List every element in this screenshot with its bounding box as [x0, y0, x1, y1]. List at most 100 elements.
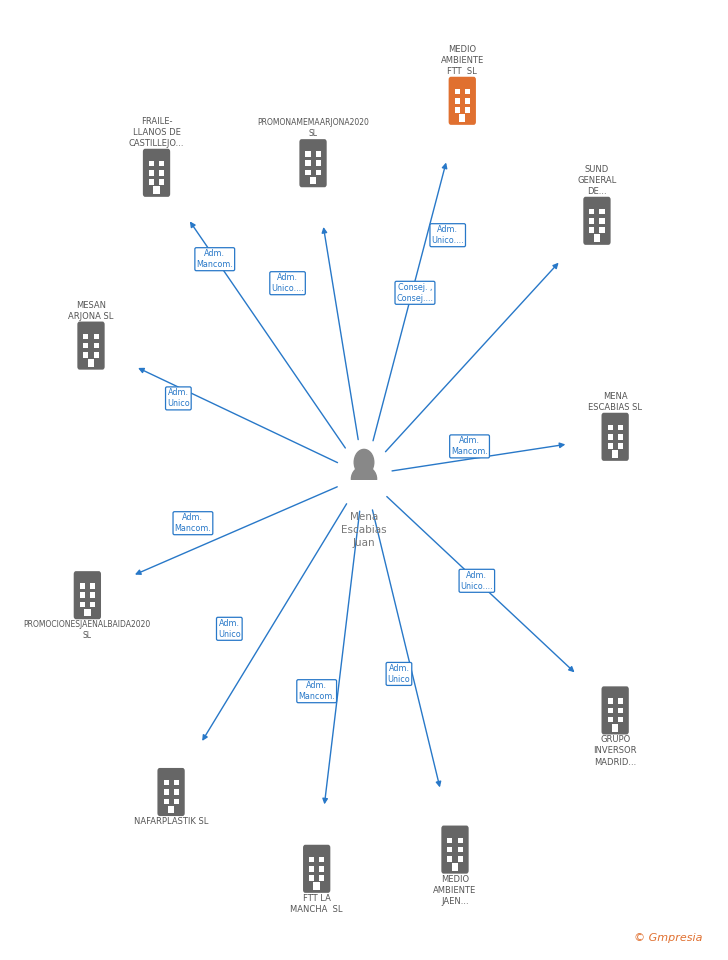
FancyBboxPatch shape	[84, 609, 90, 616]
FancyBboxPatch shape	[464, 108, 470, 113]
FancyBboxPatch shape	[457, 847, 462, 852]
FancyBboxPatch shape	[601, 686, 629, 734]
Text: Adm.
Mancom.: Adm. Mancom.	[175, 514, 211, 533]
FancyBboxPatch shape	[159, 160, 164, 166]
FancyBboxPatch shape	[84, 352, 89, 358]
Ellipse shape	[352, 467, 376, 492]
FancyBboxPatch shape	[457, 837, 462, 843]
FancyBboxPatch shape	[590, 228, 595, 233]
Text: MEDIO
AMBIENTE
JAEN...: MEDIO AMBIENTE JAEN...	[433, 875, 477, 906]
FancyBboxPatch shape	[164, 789, 169, 795]
FancyBboxPatch shape	[448, 847, 453, 852]
FancyBboxPatch shape	[309, 866, 314, 872]
FancyBboxPatch shape	[608, 698, 613, 704]
Text: MEDIO
AMBIENTE
FTT  SL: MEDIO AMBIENTE FTT SL	[440, 44, 484, 76]
FancyBboxPatch shape	[306, 151, 311, 156]
FancyBboxPatch shape	[608, 717, 613, 723]
FancyBboxPatch shape	[149, 170, 154, 176]
FancyBboxPatch shape	[309, 876, 314, 881]
FancyBboxPatch shape	[309, 856, 314, 862]
FancyBboxPatch shape	[452, 863, 458, 871]
FancyBboxPatch shape	[448, 837, 453, 843]
Bar	[339, 480, 389, 493]
FancyBboxPatch shape	[455, 98, 460, 104]
FancyBboxPatch shape	[88, 359, 94, 367]
FancyBboxPatch shape	[594, 234, 600, 242]
FancyBboxPatch shape	[164, 799, 169, 804]
Text: Adm.
Mancom.: Adm. Mancom.	[451, 437, 488, 456]
FancyBboxPatch shape	[173, 789, 178, 795]
Text: NAFARPLASTIK SL: NAFARPLASTIK SL	[134, 817, 208, 826]
FancyBboxPatch shape	[599, 218, 604, 224]
FancyBboxPatch shape	[319, 876, 324, 881]
FancyBboxPatch shape	[173, 780, 178, 785]
FancyBboxPatch shape	[315, 170, 320, 176]
FancyBboxPatch shape	[84, 333, 89, 339]
FancyBboxPatch shape	[80, 602, 85, 608]
FancyBboxPatch shape	[617, 434, 622, 440]
FancyBboxPatch shape	[617, 717, 622, 723]
FancyBboxPatch shape	[143, 149, 170, 197]
FancyBboxPatch shape	[84, 343, 89, 348]
FancyBboxPatch shape	[93, 352, 98, 358]
FancyBboxPatch shape	[90, 592, 95, 598]
FancyBboxPatch shape	[617, 424, 622, 430]
Text: FRAILE-
LLANOS DE
CASTILLEJO...: FRAILE- LLANOS DE CASTILLEJO...	[129, 116, 184, 148]
FancyBboxPatch shape	[448, 856, 453, 862]
Text: Adm.
Unico: Adm. Unico	[167, 389, 190, 408]
FancyBboxPatch shape	[464, 98, 470, 104]
FancyBboxPatch shape	[612, 450, 618, 458]
Text: Adm.
Unico....: Adm. Unico....	[432, 226, 464, 245]
FancyBboxPatch shape	[590, 208, 595, 214]
Text: Adm.
Unico: Adm. Unico	[218, 619, 241, 638]
FancyBboxPatch shape	[459, 114, 465, 122]
Text: Adm.
Mancom.: Adm. Mancom.	[197, 250, 233, 269]
FancyBboxPatch shape	[315, 160, 320, 166]
FancyBboxPatch shape	[457, 856, 462, 862]
FancyBboxPatch shape	[90, 583, 95, 588]
Text: MESAN
ARJONA SL: MESAN ARJONA SL	[68, 300, 114, 321]
FancyBboxPatch shape	[608, 444, 613, 449]
FancyBboxPatch shape	[315, 151, 320, 156]
FancyBboxPatch shape	[306, 160, 311, 166]
FancyBboxPatch shape	[299, 139, 327, 187]
Text: Consej. ,
Consej....: Consej. , Consej....	[397, 283, 433, 302]
FancyBboxPatch shape	[583, 197, 611, 245]
FancyBboxPatch shape	[319, 856, 324, 862]
FancyBboxPatch shape	[93, 343, 98, 348]
FancyBboxPatch shape	[159, 170, 164, 176]
FancyBboxPatch shape	[464, 88, 470, 94]
Text: GRUPO
INVERSOR
MADRID...: GRUPO INVERSOR MADRID...	[593, 735, 637, 767]
Text: MENA
ESCABIAS SL: MENA ESCABIAS SL	[588, 392, 642, 412]
Text: Adm.
Mancom.: Adm. Mancom.	[298, 682, 335, 701]
FancyBboxPatch shape	[448, 77, 476, 125]
FancyBboxPatch shape	[149, 180, 154, 185]
FancyBboxPatch shape	[314, 882, 320, 890]
FancyBboxPatch shape	[80, 583, 85, 588]
FancyBboxPatch shape	[310, 177, 316, 184]
FancyBboxPatch shape	[164, 780, 169, 785]
Text: Adm.
Unico....: Adm. Unico....	[461, 571, 493, 590]
FancyBboxPatch shape	[173, 799, 178, 804]
FancyBboxPatch shape	[159, 180, 164, 185]
FancyBboxPatch shape	[149, 160, 154, 166]
FancyBboxPatch shape	[608, 434, 613, 440]
Circle shape	[355, 449, 373, 475]
Text: SUND
GENERAL
DE...: SUND GENERAL DE...	[577, 164, 617, 196]
FancyBboxPatch shape	[168, 805, 174, 813]
FancyBboxPatch shape	[77, 322, 105, 370]
Text: Mena
Escabias
Juan: Mena Escabias Juan	[341, 512, 387, 548]
Text: PROMONAMEMAARJONA2020
SL: PROMONAMEMAARJONA2020 SL	[257, 118, 369, 138]
FancyBboxPatch shape	[303, 845, 331, 893]
FancyBboxPatch shape	[157, 768, 185, 816]
FancyBboxPatch shape	[608, 424, 613, 430]
Text: Adm.
Unico....: Adm. Unico....	[272, 274, 304, 293]
FancyBboxPatch shape	[455, 88, 460, 94]
Text: PROMOCIONESJAENALBAIDA2020
SL: PROMOCIONESJAENALBAIDA2020 SL	[24, 620, 151, 640]
FancyBboxPatch shape	[617, 698, 622, 704]
FancyBboxPatch shape	[80, 592, 85, 598]
FancyBboxPatch shape	[599, 228, 604, 233]
Text: Adm.
Unico: Adm. Unico	[387, 664, 411, 684]
FancyBboxPatch shape	[455, 108, 460, 113]
Text: FTT LA
MANCHA  SL: FTT LA MANCHA SL	[290, 894, 343, 914]
